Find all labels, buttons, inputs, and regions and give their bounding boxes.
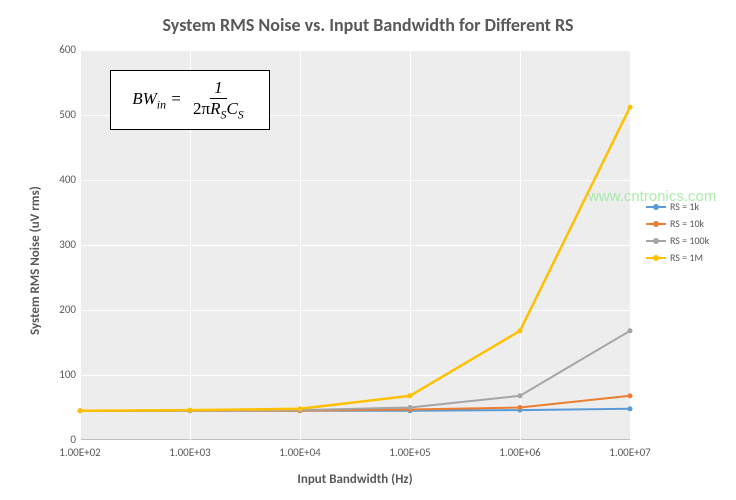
series-marker <box>628 105 633 110</box>
series-marker <box>628 328 633 333</box>
series-marker <box>408 393 413 398</box>
series-marker <box>518 405 523 410</box>
legend-label: RS = 1M <box>670 251 703 264</box>
legend-item: RS = 100k <box>646 234 709 247</box>
series-marker <box>628 393 633 398</box>
chart-container: System RMS Noise vs. Input Bandwidth for… <box>0 0 736 500</box>
formula-lhs: BW <box>132 89 157 108</box>
legend-item: RS = 1M <box>646 251 709 264</box>
series-marker <box>408 405 413 410</box>
series-line <box>80 107 630 411</box>
legend: RS = 1kRS = 10kRS = 100kRS = 1M <box>646 200 709 268</box>
watermark: www.cntronics.com <box>588 188 716 205</box>
legend-label: RS = 100k <box>670 234 709 247</box>
series-marker <box>188 408 193 413</box>
bandwidth-formula: BWin = 12πRSCS <box>110 70 270 130</box>
series-marker <box>518 393 523 398</box>
legend-item: RS = 10k <box>646 217 709 230</box>
series-marker <box>298 406 303 411</box>
series-line <box>80 331 630 411</box>
series-marker <box>518 328 523 333</box>
legend-label: RS = 10k <box>670 217 704 230</box>
series-marker <box>628 406 633 411</box>
series-marker <box>78 408 83 413</box>
